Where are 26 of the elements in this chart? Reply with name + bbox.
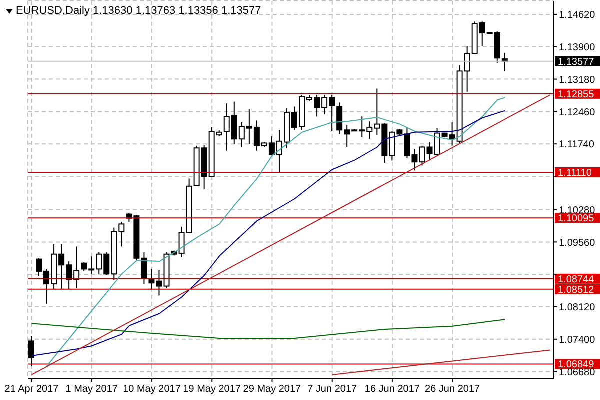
ref-line-label: 1.13577 <box>558 56 595 68</box>
x-tick-label: 1 May 2017 <box>66 384 118 395</box>
y-tick-label: 1.08120 <box>559 302 596 314</box>
ref-line-label: 1.08744 <box>558 274 595 286</box>
y-tick-label: 1.09560 <box>559 238 596 249</box>
y-tick-label: 1.12460 <box>559 107 596 118</box>
ref-line-label: 1.08512 <box>558 284 595 296</box>
x-tick-label: 21 Apr 2017 <box>4 384 60 395</box>
x-tick-label: 7 Jun 2017 <box>308 384 358 395</box>
x-tick-label: 19 May 2017 <box>183 384 242 395</box>
y-tick-label: 1.11740 <box>559 140 595 151</box>
line-series <box>31 319 506 339</box>
x-tick-label: 26 Jun 2017 <box>425 384 481 395</box>
y-tick-label: 1.06680 <box>559 367 596 378</box>
x-tick-label: 29 May 2017 <box>243 384 302 395</box>
x-tick-label: 16 Jun 2017 <box>364 384 420 395</box>
y-tick-label: 1.13900 <box>559 42 596 54</box>
candlestick <box>28 336 34 367</box>
y-tick-label: 1.07400 <box>559 334 596 346</box>
y-tick-label: 1.13180 <box>559 74 596 86</box>
ref-line-label: 1.10095 <box>558 214 595 225</box>
ref-line-label: 1.12855 <box>558 89 595 100</box>
ref-line-label: 1.11110 <box>558 168 592 179</box>
x-tick-label: 10 May 2017 <box>123 384 182 395</box>
y-tick-label: 1.14620 <box>559 10 596 22</box>
chart-title: EURUSD,Daily 1.13630 1.13763 1.13356 1.13577 <box>16 5 262 17</box>
